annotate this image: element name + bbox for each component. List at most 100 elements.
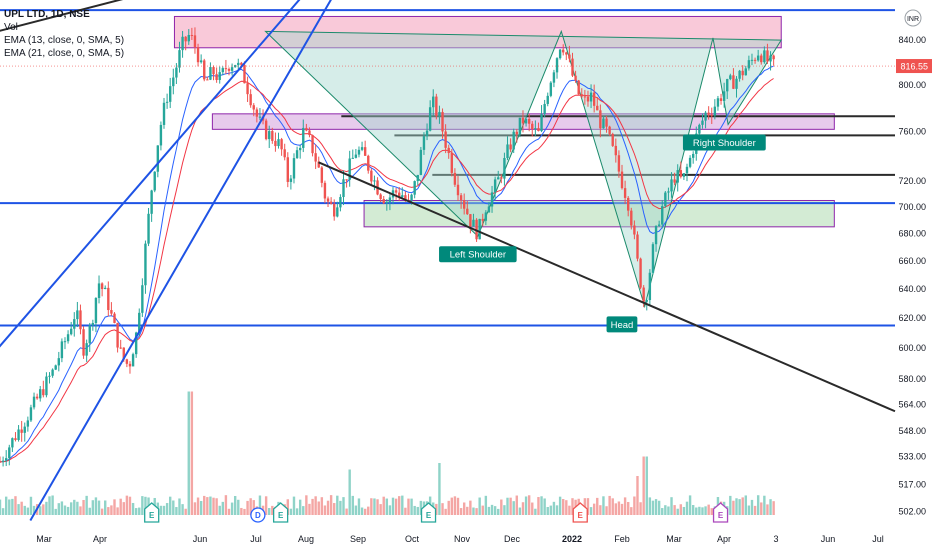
- candle-body: [645, 300, 648, 302]
- candle-body: [441, 111, 444, 132]
- candle-body: [744, 68, 747, 76]
- candle-body: [107, 287, 110, 311]
- volume-legend: Vol: [4, 22, 18, 33]
- candle-body: [23, 426, 26, 433]
- volume-bar: [29, 496, 33, 515]
- volume-bar: [769, 499, 772, 515]
- candle-body: [623, 188, 627, 198]
- candle-body: [264, 120, 268, 140]
- candle-body: [435, 96, 438, 116]
- candle-body: [11, 438, 14, 448]
- volume-bar: [314, 496, 317, 515]
- candle-body: [651, 244, 655, 273]
- candle-body: [509, 144, 512, 150]
- volume-bar: [141, 496, 144, 515]
- candle-body: [88, 325, 91, 344]
- volume-bar: [441, 503, 444, 515]
- earnings-icon: [712, 502, 729, 523]
- volume-bar: [534, 508, 537, 515]
- candle-body: [79, 310, 82, 330]
- volume-bar: [221, 501, 225, 515]
- candle-body: [39, 389, 42, 399]
- candle-body: [277, 139, 280, 147]
- candle-body: [503, 157, 506, 179]
- volume-bar: [685, 501, 689, 515]
- volume-bar: [107, 507, 110, 515]
- volume-bar: [630, 507, 633, 515]
- volume-bar: [184, 508, 187, 515]
- x-tick-label: Mar: [36, 534, 52, 544]
- volume-bar: [589, 507, 593, 515]
- event-letter: E: [426, 511, 432, 520]
- candle-body: [667, 191, 670, 193]
- candle-body: [119, 347, 122, 349]
- candle-body: [574, 75, 577, 81]
- candle-body: [732, 75, 735, 89]
- candle-body: [741, 70, 744, 76]
- volume-bar: [190, 391, 194, 515]
- y-tick-label: 700.00: [898, 202, 926, 212]
- volume-bar: [94, 497, 98, 515]
- candle-body: [184, 36, 187, 42]
- candle-body: [51, 369, 54, 376]
- candle-body: [497, 177, 500, 180]
- volume-bar: [128, 496, 132, 515]
- x-tick-label: Jun: [193, 534, 208, 544]
- candle-body: [763, 50, 766, 63]
- volume-bar: [664, 505, 667, 515]
- candle-body: [221, 68, 225, 73]
- earnings-icon: [272, 502, 289, 523]
- x-tick-label: Feb: [614, 534, 630, 544]
- candle-body: [212, 67, 215, 75]
- volume-bar: [289, 508, 293, 515]
- volume-bar: [747, 505, 751, 515]
- volume-bar: [438, 463, 441, 515]
- volume-bar: [224, 495, 228, 515]
- volume-bar: [42, 504, 45, 515]
- event-marker: E: [420, 502, 437, 523]
- candle-body: [302, 127, 305, 148]
- pattern-label-bg: [682, 134, 766, 151]
- x-tick-label: Nov: [454, 534, 471, 544]
- y-tick-label: 548.00: [898, 426, 926, 436]
- candle-body: [382, 198, 385, 204]
- volume-bar: [469, 500, 472, 515]
- candle-body: [679, 170, 683, 177]
- candle-body: [91, 323, 95, 326]
- volume-bar: [623, 497, 627, 515]
- volume-bar: [537, 497, 540, 515]
- candle-body: [599, 110, 602, 129]
- volume-bar: [456, 497, 460, 515]
- volume-bar: [416, 506, 419, 515]
- volume-bar: [63, 505, 67, 515]
- candle-body: [237, 62, 240, 66]
- candle-body: [150, 190, 153, 214]
- volume-bar: [249, 498, 252, 515]
- volume-bar: [673, 505, 676, 515]
- volume-bar: [258, 495, 262, 515]
- candle-body: [698, 124, 701, 134]
- volume-bar: [385, 498, 389, 515]
- candle-body: [4, 458, 8, 461]
- candle-body: [172, 77, 175, 87]
- volume-bar: [654, 499, 658, 515]
- y-tick-label: 720.00: [898, 176, 926, 186]
- volume-bar: [620, 503, 624, 515]
- volume-bar: [695, 507, 698, 515]
- volume-bar: [54, 508, 57, 515]
- candle-body: [388, 197, 392, 202]
- volume-bar: [753, 505, 757, 515]
- volume-bar: [756, 495, 760, 515]
- volume-bar: [323, 505, 327, 515]
- candle-body: [432, 96, 435, 108]
- candle-body: [772, 55, 775, 60]
- candle-body: [726, 79, 729, 92]
- candle-body: [8, 447, 11, 459]
- candle-body: [370, 170, 373, 182]
- candle-body: [360, 147, 364, 150]
- candle-body: [747, 60, 751, 69]
- candle-body: [562, 49, 565, 53]
- candle-body: [354, 154, 358, 158]
